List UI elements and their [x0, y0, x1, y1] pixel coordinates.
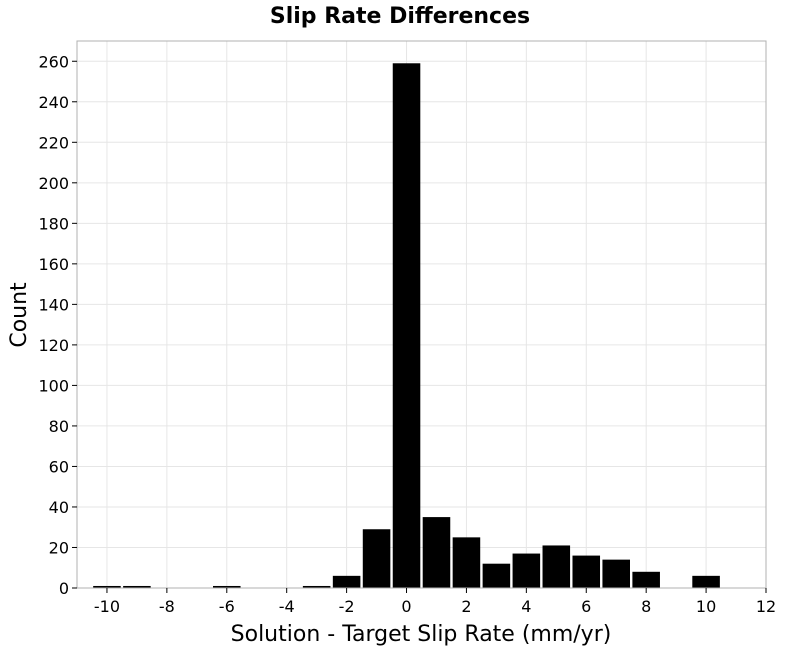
histogram-bar: [692, 575, 720, 588]
y-tick-label: 100: [38, 376, 69, 395]
y-tick-label: 40: [49, 498, 69, 517]
y-tick-label: 120: [38, 336, 69, 355]
grid-lines: [77, 41, 767, 589]
y-tick-label: 240: [38, 93, 69, 112]
x-axis-label: Solution - Target Slip Rate (mm/yr): [231, 622, 612, 647]
x-tick-label: -4: [279, 597, 295, 616]
y-tick-label: 200: [38, 174, 69, 193]
histogram-bar: [572, 555, 601, 588]
histogram-bar: [632, 571, 660, 588]
y-tick-label: 140: [38, 295, 69, 314]
histogram-bar: [512, 553, 541, 588]
chart-title: Slip Rate Differences: [270, 4, 530, 29]
y-tick-label: 60: [49, 457, 69, 476]
x-tick-label: 8: [641, 597, 651, 616]
histogram-bar: [482, 563, 511, 588]
x-tick-label: 12: [756, 597, 776, 616]
x-tick-label: 4: [521, 597, 531, 616]
histogram-bar: [302, 585, 331, 588]
histogram-bar: [123, 585, 151, 588]
y-axis: 0 20 40 60 80 100 120 140 160 180 200 220 240 260: [38, 52, 77, 598]
histogram-bar: [392, 63, 421, 589]
y-tick-label: 180: [38, 214, 69, 233]
y-tick-label: 0: [59, 579, 69, 598]
histogram-bar: [602, 559, 630, 588]
bars-group: [93, 63, 720, 589]
histogram-bar: [542, 545, 571, 588]
y-tick-label: 20: [49, 538, 69, 557]
y-tick-label: 220: [38, 133, 69, 152]
x-tick-label: 6: [581, 597, 591, 616]
x-axis: -10 -8 -6 -4 -2 0 2 4 6 8 10 12: [94, 588, 776, 616]
histogram-bar: [332, 575, 361, 588]
histogram-bar: [93, 585, 121, 588]
x-tick-label: -6: [219, 597, 235, 616]
x-tick-label: -8: [159, 597, 175, 616]
histogram-bar: [422, 517, 451, 588]
x-tick-label: 2: [461, 597, 471, 616]
y-tick-label: 260: [38, 52, 69, 71]
y-axis-label: Count: [7, 282, 32, 348]
histogram-bar: [213, 585, 241, 588]
histogram-bar: [362, 529, 391, 588]
x-tick-label: 0: [401, 597, 411, 616]
plot-frame: [76, 40, 767, 589]
x-tick-label: -10: [94, 597, 120, 616]
y-tick-label: 160: [38, 255, 69, 274]
histogram-bar: [452, 537, 481, 588]
y-tick-label: 80: [49, 417, 69, 436]
x-tick-label: -2: [339, 597, 355, 616]
x-tick-label: 10: [696, 597, 716, 616]
